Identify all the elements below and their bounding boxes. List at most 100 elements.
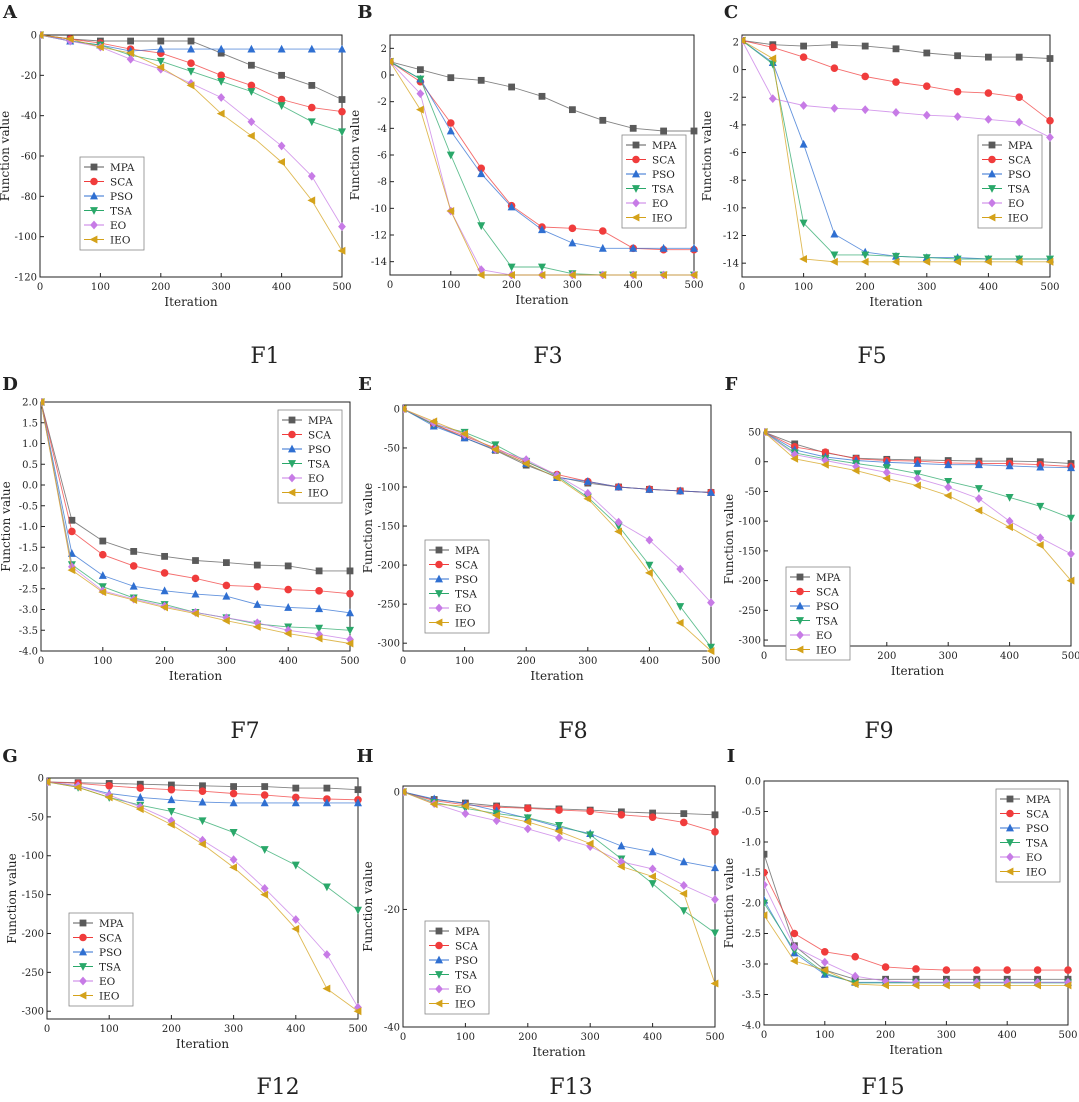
- data-point-ieo: [1063, 981, 1072, 990]
- y-tick-label: -3.0: [19, 605, 38, 616]
- data-point-eo: [167, 816, 176, 826]
- data-point-mpa: [447, 74, 455, 82]
- data-point-tsa: [229, 829, 238, 837]
- legend-marker-mpa: [1006, 795, 1014, 803]
- data-point-ieo: [252, 622, 261, 631]
- data-point-sca: [851, 952, 859, 961]
- x-tick-label: 500: [332, 282, 351, 293]
- x-tick-label: 200: [151, 282, 170, 293]
- legend-label-sca: SCA: [455, 560, 478, 572]
- legend-marker-mpa: [79, 919, 87, 927]
- data-point-eo: [645, 535, 654, 545]
- series-ieo: [764, 911, 1072, 990]
- data-point-mpa: [831, 41, 838, 49]
- data-point-pso: [136, 793, 145, 801]
- data-point-ieo: [742, 36, 746, 45]
- x-tick-label: 100: [93, 656, 112, 667]
- panel-title: F7: [230, 719, 259, 744]
- legend: MPA SCA PSO TSA EO IEO: [68, 912, 134, 1007]
- y-tick-label: -2: [729, 93, 739, 104]
- y-tick-label: -150: [739, 546, 761, 557]
- y-axis-label: Function value: [0, 111, 12, 202]
- data-point-ieo: [283, 629, 292, 638]
- legend-marker-eo: [435, 603, 443, 613]
- legend-marker-eo: [90, 220, 98, 230]
- legend-marker-ieo: [434, 618, 443, 627]
- legend-label-sca: SCA: [1008, 155, 1031, 167]
- data-point-eo: [892, 108, 900, 117]
- x-tick-label: 400: [643, 1032, 662, 1043]
- x-tick-label: 0: [761, 1030, 767, 1041]
- legend-marker-mpa: [288, 416, 296, 424]
- x-tick-label: 300: [217, 656, 236, 667]
- data-point-mpa: [338, 96, 346, 103]
- y-tick-label: -150: [22, 890, 44, 901]
- data-point-eo: [676, 564, 685, 574]
- data-point-tsa: [198, 817, 207, 826]
- data-point-eo: [583, 488, 592, 498]
- legend-marker-sca: [435, 560, 443, 569]
- data-point-ieo: [585, 839, 594, 848]
- data-point-mpa: [292, 784, 300, 792]
- data-point-ieo: [764, 428, 768, 436]
- series-ieo: [40, 31, 346, 255]
- data-point-tsa: [1005, 493, 1014, 502]
- data-point-mpa: [248, 61, 255, 69]
- y-tick-label: -20: [384, 905, 400, 916]
- data-point-ieo: [523, 817, 532, 826]
- data-point-pso: [217, 44, 226, 53]
- data-point-mpa: [127, 37, 134, 45]
- data-point-ieo: [1033, 981, 1041, 990]
- y-tick-label: -2.0: [742, 899, 761, 910]
- legend-marker-tsa: [796, 617, 804, 625]
- legend-label-mpa: MPA: [1026, 794, 1051, 806]
- data-point-pso: [707, 488, 715, 496]
- legend-box: [977, 134, 1043, 229]
- y-axis-label: Function value: [722, 858, 736, 949]
- data-point-sca: [790, 929, 799, 938]
- data-point-eo: [768, 94, 777, 104]
- panel-title: F1: [250, 344, 279, 369]
- data-point-pso: [354, 798, 362, 807]
- data-point-tsa: [764, 899, 768, 908]
- data-point-eo: [1033, 977, 1042, 987]
- data-point-pso: [167, 795, 176, 804]
- legend-label-mpa: MPA: [455, 926, 480, 938]
- legend-marker-sca: [79, 933, 87, 942]
- data-point-pso: [598, 243, 607, 252]
- y-tick-label: -8: [729, 176, 739, 187]
- panel-d: D F7 0 100 200 300 400 500 2.0 1.5 1.0 0.5 0.0 -0.5 -1…: [0, 374, 360, 744]
- x-tick-label: 400: [286, 1024, 305, 1035]
- data-point-tsa: [538, 263, 546, 272]
- data-point-tsa: [830, 251, 839, 260]
- panel-letter: C: [724, 2, 738, 23]
- data-point-tsa: [1036, 502, 1045, 511]
- data-point-ieo: [984, 257, 992, 266]
- data-point-eo: [217, 93, 226, 102]
- legend-marker-pso: [90, 191, 98, 200]
- x-tick-label: 300: [917, 282, 936, 293]
- y-axis-label: Function value: [361, 861, 375, 952]
- x-axis-label: Iteration: [891, 664, 944, 678]
- data-point-tsa: [679, 907, 688, 916]
- data-point-tsa: [676, 603, 685, 611]
- legend-label-tsa: TSA: [652, 184, 674, 196]
- data-point-sca: [799, 53, 808, 61]
- panel-i: I F15 0 100 200 300 400 500 0.0 -0.5 -1.0 -1.5 -2.0 -…: [722, 746, 1078, 1100]
- x-tick-label: 0: [38, 656, 44, 667]
- y-tick-label: -250: [378, 600, 400, 611]
- data-point-eo: [461, 809, 470, 819]
- legend-box: [424, 920, 490, 1015]
- y-tick-label: 2: [381, 44, 387, 55]
- data-point-eo: [229, 855, 238, 865]
- data-point-sca: [260, 791, 269, 799]
- data-point-ieo: [799, 255, 807, 264]
- legend-box: [785, 566, 851, 661]
- data-point-tsa: [315, 624, 324, 633]
- y-tick-label: -10: [371, 204, 387, 215]
- legend-label-pso: PSO: [1008, 169, 1031, 181]
- data-point-eo: [711, 895, 719, 904]
- data-point-mpa: [187, 37, 195, 45]
- x-axis-label: Iteration: [164, 295, 217, 309]
- data-point-sca: [973, 966, 981, 974]
